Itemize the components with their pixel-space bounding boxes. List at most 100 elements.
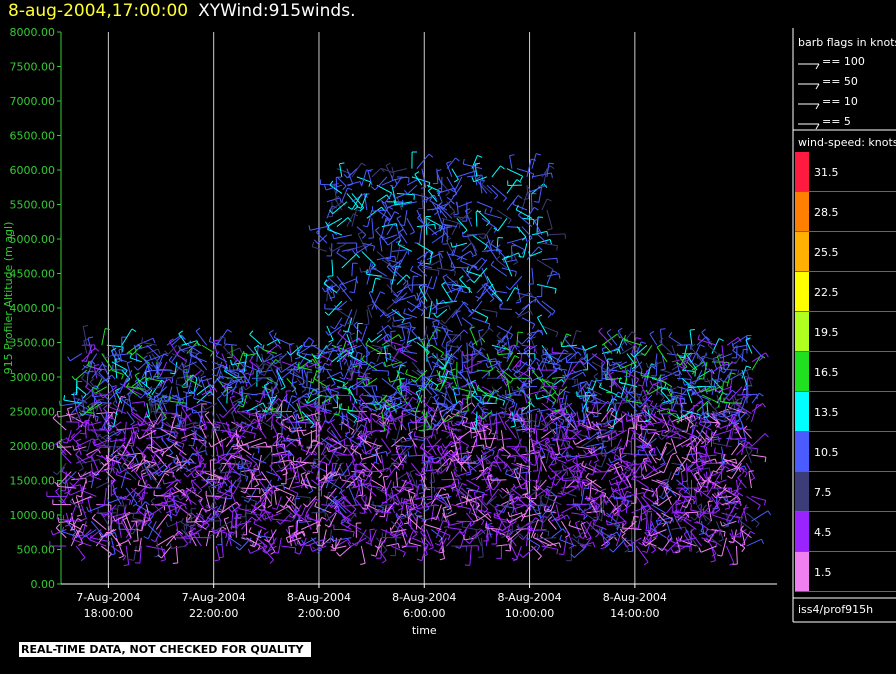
wind-barb <box>296 426 302 447</box>
barb-flag <box>351 430 355 435</box>
barb-staff <box>101 531 116 539</box>
wind-barb <box>110 421 121 437</box>
barb-staff <box>296 418 310 423</box>
barb-flag <box>658 495 664 500</box>
wind-barb <box>281 545 297 553</box>
barb-flag <box>277 464 282 470</box>
barb-flag <box>539 532 544 537</box>
barb-staff <box>216 454 231 464</box>
barb-staff <box>91 517 107 530</box>
barb-flag <box>176 495 181 501</box>
barb-flag <box>402 464 404 470</box>
barb-staff <box>485 488 499 505</box>
barb-flag <box>369 477 372 483</box>
barb-staff <box>201 512 212 529</box>
barb-staff <box>356 529 367 546</box>
barb-staff <box>250 471 260 485</box>
barb-flag <box>71 433 76 438</box>
barb-flag <box>468 508 472 514</box>
barb-staff <box>253 529 262 547</box>
barb-staff <box>121 426 138 431</box>
barb-staff <box>132 430 137 447</box>
barb-staff <box>240 454 244 469</box>
wind-barb <box>143 521 157 540</box>
barb-flag <box>253 418 259 423</box>
barb-flag <box>77 530 83 534</box>
barb-staff <box>385 479 392 492</box>
barb-flag <box>381 559 387 564</box>
barb-staff <box>90 463 94 482</box>
wind-barb <box>121 441 132 456</box>
barb-flag <box>107 416 113 420</box>
barb-flag <box>400 497 403 503</box>
barb-staff <box>301 521 319 530</box>
barb-staff <box>556 514 568 522</box>
wind-barb <box>87 424 107 431</box>
barb-staff <box>571 512 585 516</box>
barb-flag <box>116 468 120 474</box>
wind-barb <box>75 529 84 546</box>
barb-flag <box>391 438 397 441</box>
barb-flag <box>352 422 357 428</box>
barb-flag <box>260 416 264 422</box>
barb-staff <box>198 500 207 514</box>
wind-barb <box>128 545 137 561</box>
barb-flag <box>291 517 296 522</box>
wind-barb <box>636 545 649 566</box>
barb-staff <box>184 413 187 431</box>
barb-flag <box>77 534 83 537</box>
barb-staff <box>256 537 268 547</box>
wind-barb <box>295 519 303 538</box>
barb-staff <box>395 471 399 488</box>
wind-barb <box>107 495 127 504</box>
barb-flag <box>488 430 492 436</box>
barb-staff <box>525 446 530 466</box>
barb-flag <box>205 476 210 481</box>
wind-barb <box>150 446 172 453</box>
barb-staff <box>96 454 116 462</box>
wind-barb <box>173 441 187 456</box>
barb-staff <box>176 459 189 464</box>
wind-barb <box>289 504 302 519</box>
barb-staff <box>258 480 272 497</box>
barb-staff <box>57 471 72 486</box>
barb-staff <box>105 411 114 423</box>
barb-staff <box>115 396 122 414</box>
wind-barb <box>512 479 532 489</box>
barb-flag <box>412 396 417 401</box>
barb-staff <box>121 445 132 456</box>
barb-flag <box>168 493 172 499</box>
wind-barb <box>223 446 242 462</box>
barb-flag <box>245 476 249 482</box>
barb-flag <box>76 494 82 498</box>
barb-staff <box>311 479 323 489</box>
barb-flag <box>218 465 223 470</box>
barb-flag <box>174 432 179 438</box>
barb-flag <box>289 451 294 457</box>
wind-barb <box>156 535 177 547</box>
wind-barb <box>566 546 572 562</box>
barb-flag <box>392 507 396 513</box>
barb-flag <box>295 493 299 499</box>
barb-staff <box>394 413 412 421</box>
wind-barb <box>197 512 212 529</box>
wind-barb <box>176 487 197 501</box>
barb-flag <box>345 431 349 437</box>
barb-staff <box>486 461 505 464</box>
wind-barb <box>209 459 216 480</box>
barb-flag <box>293 507 297 513</box>
wind-barb <box>128 430 134 445</box>
barb-flag <box>56 411 59 418</box>
barb-staff <box>370 462 383 475</box>
barb-staff <box>135 521 139 541</box>
barb-staff <box>167 520 182 528</box>
barb-staff <box>181 407 192 423</box>
barb-flag <box>643 561 649 566</box>
wind-barb <box>314 501 332 514</box>
barb-flag <box>677 495 681 501</box>
barb-staff <box>191 449 206 456</box>
barb-staff <box>441 478 459 481</box>
barb-staff <box>150 500 162 514</box>
barb-flag <box>313 450 318 455</box>
barb-staff <box>101 529 117 538</box>
